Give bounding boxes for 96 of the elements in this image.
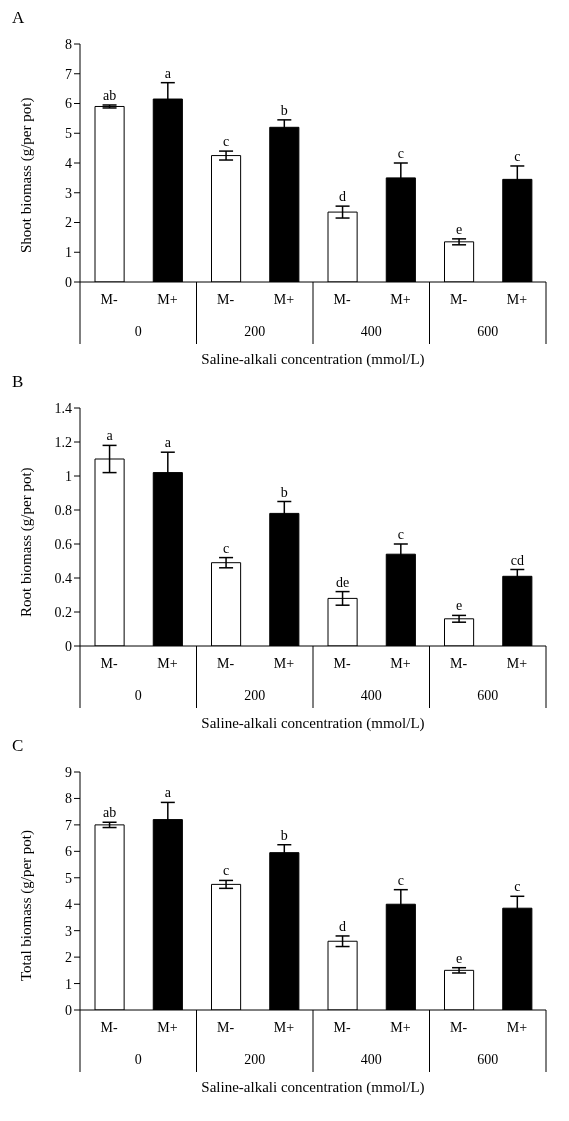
- y-tick-label: 2: [65, 215, 72, 231]
- y-tick-label: 9: [65, 764, 72, 780]
- y-tick-label: 5: [65, 126, 72, 142]
- y-tick-label: 7: [65, 66, 72, 82]
- x-tick-label: 400: [360, 688, 382, 703]
- x-tick-label: 400: [360, 1052, 382, 1067]
- y-tick-label: 2: [65, 950, 72, 966]
- x-tick-label: 600: [477, 324, 499, 339]
- y-tick-label: 1: [65, 976, 72, 992]
- y-tick-label: 1: [65, 245, 72, 261]
- annotation: e: [455, 598, 463, 614]
- annotation: c: [397, 146, 404, 161]
- annotation: c: [397, 872, 404, 888]
- chart-title: C: [11, 736, 25, 757]
- annotation: e: [455, 950, 463, 966]
- x-tick-label: 400: [360, 324, 382, 339]
- annotation: a: [164, 785, 172, 801]
- text: M+: [273, 1020, 295, 1035]
- text: M-: [333, 656, 351, 671]
- y-tick-label: 0.2: [54, 604, 72, 620]
- y-tick-label: 0.4: [54, 570, 72, 586]
- x-tick-label: 600: [477, 688, 499, 703]
- text: M-: [450, 656, 468, 671]
- y-axis-title: Total biomass (g/per pot): [18, 829, 36, 981]
- annotation: d: [339, 189, 347, 205]
- y-tick-label: 0: [65, 638, 72, 654]
- annotation: c: [397, 527, 404, 542]
- text: M-: [450, 292, 468, 307]
- x-axis-title: Saline-alkali concentration (mmol/L): [201, 351, 425, 368]
- annotation: c: [514, 879, 521, 895]
- text: M+: [506, 656, 528, 671]
- series-label: M+: [157, 1020, 178, 1035]
- annotation: cd: [510, 552, 524, 568]
- series-label: M+: [157, 292, 178, 307]
- x-axis-title: Saline-alkali concentration (mmol/L): [201, 715, 425, 732]
- y-tick-label: 0: [65, 1002, 72, 1018]
- x-tick-label: 0: [134, 1052, 142, 1067]
- annotation: de: [335, 574, 350, 590]
- y-axis-title: Shoot biomass (g/per pot): [18, 97, 36, 253]
- text: M+: [506, 292, 528, 307]
- series-label: M-: [100, 656, 119, 671]
- annotation: c: [514, 148, 521, 164]
- y-tick-label: 6: [65, 844, 72, 860]
- y-tick-label: 8: [65, 36, 72, 52]
- annotation: c: [222, 540, 230, 556]
- y-tick-label: 1: [65, 468, 72, 484]
- x-tick-label: 200: [244, 1052, 266, 1067]
- text: M+: [390, 656, 411, 671]
- chart-title: A: [11, 8, 26, 29]
- annotation: b: [280, 102, 288, 118]
- y-tick-label: 0.8: [54, 502, 72, 518]
- y-tick-label: 4: [65, 897, 72, 913]
- y-tick-label: 6: [65, 96, 72, 112]
- text: M-: [217, 292, 235, 307]
- text: M-: [217, 1020, 235, 1035]
- x-tick-label: 200: [244, 688, 266, 703]
- y-tick-label: 3: [65, 923, 72, 939]
- x-tick-label: 200: [244, 324, 266, 339]
- y-tick-label: 8: [65, 791, 72, 807]
- text: M-: [333, 292, 351, 307]
- annotation: a: [164, 435, 172, 451]
- y-tick-label: 0.6: [54, 536, 72, 552]
- annotation: ab: [102, 805, 117, 821]
- annotation: b: [280, 484, 288, 500]
- y-tick-label: 1.4: [54, 400, 72, 416]
- annotation: e: [455, 221, 463, 237]
- y-tick-label: 3: [65, 185, 72, 201]
- annotation: b: [280, 827, 288, 843]
- series-label: M-: [100, 1020, 119, 1035]
- annotation: a: [106, 428, 114, 444]
- y-tick-label: 4: [65, 155, 72, 171]
- y-tick-label: 0: [65, 274, 72, 290]
- annotation: c: [222, 134, 230, 150]
- text: M+: [273, 292, 295, 307]
- text: M+: [390, 1020, 411, 1035]
- text: M-: [450, 1020, 468, 1035]
- x-axis-title: Saline-alkali concentration (mmol/L): [201, 1079, 425, 1096]
- annotation: a: [164, 65, 172, 81]
- annotation: ab: [102, 87, 117, 103]
- y-axis-title: Root biomass (g/per pot): [18, 467, 36, 617]
- text: M+: [273, 656, 295, 671]
- y-tick-label: 7: [65, 817, 72, 833]
- series-label: M+: [157, 656, 178, 671]
- series-label: M-: [100, 292, 119, 307]
- chart-title: B: [11, 372, 25, 393]
- x-tick-label: 0: [134, 688, 142, 703]
- annotation: c: [222, 863, 230, 879]
- y-tick-label: 1.2: [54, 434, 72, 450]
- text: M+: [390, 292, 411, 307]
- x-tick-label: 0: [134, 324, 142, 339]
- text: M-: [217, 656, 235, 671]
- annotation: d: [339, 918, 347, 934]
- x-tick-label: 600: [477, 1052, 499, 1067]
- y-tick-label: 5: [65, 870, 72, 886]
- text: M-: [333, 1020, 351, 1035]
- text: M+: [506, 1020, 528, 1035]
